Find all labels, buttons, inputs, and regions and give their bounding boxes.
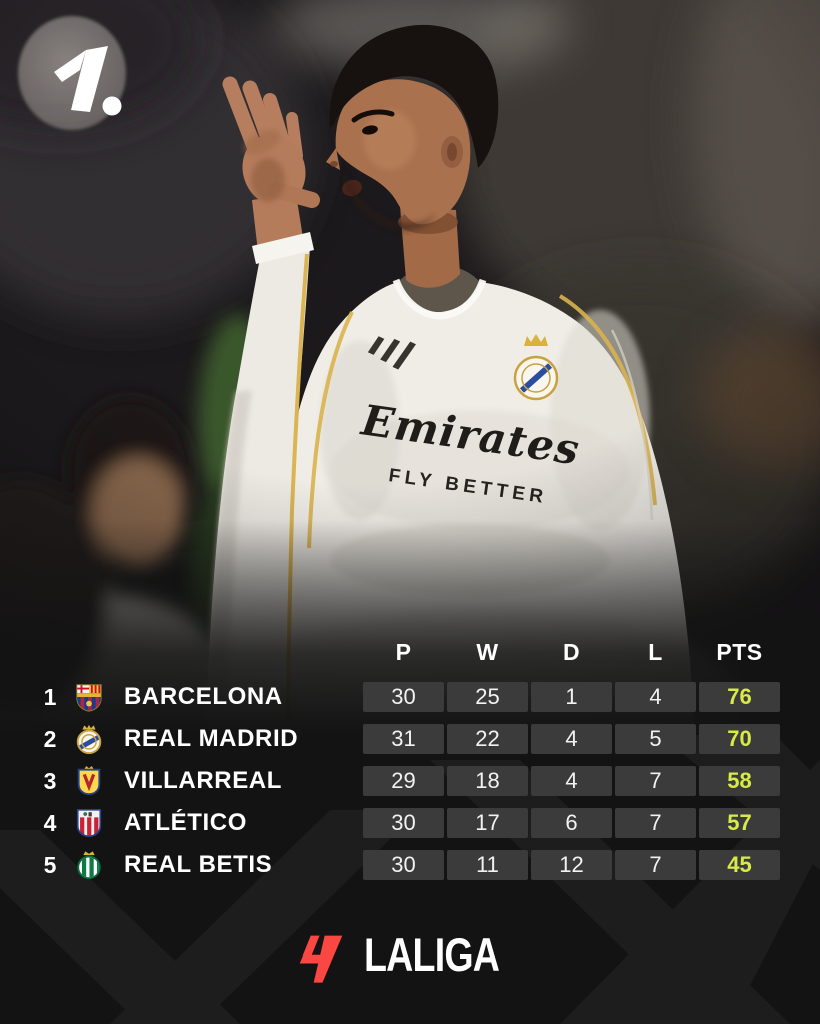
rank-number: 2	[43, 725, 57, 752]
standings-rows: 1 BARCELONA 30 25 1 4 76 2	[36, 682, 780, 880]
laliga-flag-mark-icon	[299, 935, 342, 983]
stat-drawn: 4	[531, 766, 612, 796]
stat-drawn: 6	[531, 808, 612, 838]
rank-number: 3	[43, 767, 57, 794]
club-name: VILLARREAL	[124, 767, 282, 794]
stat-lost: 7	[615, 850, 696, 880]
real-madrid-crest-icon	[76, 724, 102, 755]
club-name: BARCELONA	[124, 683, 283, 710]
club-name: ATLÉTICO	[124, 809, 248, 836]
villarreal-crest-icon	[77, 765, 101, 796]
stat-drawn: 4	[531, 724, 612, 754]
club-crest	[67, 765, 111, 796]
stat-played: 30	[363, 808, 444, 838]
col-header-p: P	[395, 638, 412, 665]
onefootball-logo-icon	[54, 46, 122, 116]
laliga-wordmark: LALIGA	[363, 927, 500, 981]
table-row: 5 REAL BETIS 30 11 12 7 45	[36, 850, 780, 880]
stat-drawn: 1	[531, 682, 612, 712]
stat-lost: 4	[615, 682, 696, 712]
stat-played: 30	[363, 682, 444, 712]
club-crest	[67, 808, 111, 838]
club-name: REAL BETIS	[124, 851, 273, 878]
table-row: 2 REAL MADRID 31 22 4 5 70	[36, 724, 780, 755]
stat-drawn: 12	[531, 850, 612, 880]
stat-won: 17	[447, 808, 528, 838]
real-betis-crest-icon	[77, 851, 101, 880]
laliga-lockup: LALIGA	[0, 912, 820, 996]
rank-number: 5	[43, 851, 57, 878]
stat-played: 31	[363, 724, 444, 754]
stat-won: 18	[447, 766, 528, 796]
club-crest	[67, 850, 111, 880]
stat-won: 11	[447, 850, 528, 880]
col-header-d: D	[562, 638, 581, 665]
col-header-pts: PTS	[716, 638, 763, 665]
table-row: 4 ATLÉTICO 30 17 6 7 57	[36, 808, 780, 838]
club-crest	[67, 682, 111, 712]
col-header-l: L	[648, 638, 663, 665]
onefootball-badge	[18, 16, 126, 130]
stat-points: 45	[699, 850, 780, 880]
standings-table: P W D L PTS 1 BARCELONA 30 25 1 4 76 2	[36, 637, 780, 892]
atletico-crest-icon	[76, 808, 102, 838]
club-name: REAL MADRID	[124, 725, 299, 752]
stat-won: 25	[447, 682, 528, 712]
col-header-w: W	[476, 638, 499, 665]
barcelona-crest-icon	[76, 684, 102, 712]
standings-header: P W D L PTS	[36, 637, 780, 667]
table-row: 1 BARCELONA 30 25 1 4 76	[36, 682, 780, 712]
stat-points: 76	[699, 682, 780, 712]
stat-lost: 7	[615, 766, 696, 796]
rank-number: 4	[43, 809, 57, 836]
rank-number: 1	[43, 683, 57, 710]
stat-won: 22	[447, 724, 528, 754]
stat-lost: 7	[615, 808, 696, 838]
stat-played: 29	[363, 766, 444, 796]
stat-played: 30	[363, 850, 444, 880]
club-crest	[67, 724, 111, 755]
stat-points: 70	[699, 724, 780, 754]
table-row: 3 VILLARREAL 29 18 4 7 58	[36, 765, 780, 796]
stat-points: 58	[699, 766, 780, 796]
stat-lost: 5	[615, 724, 696, 754]
stat-points: 57	[699, 808, 780, 838]
